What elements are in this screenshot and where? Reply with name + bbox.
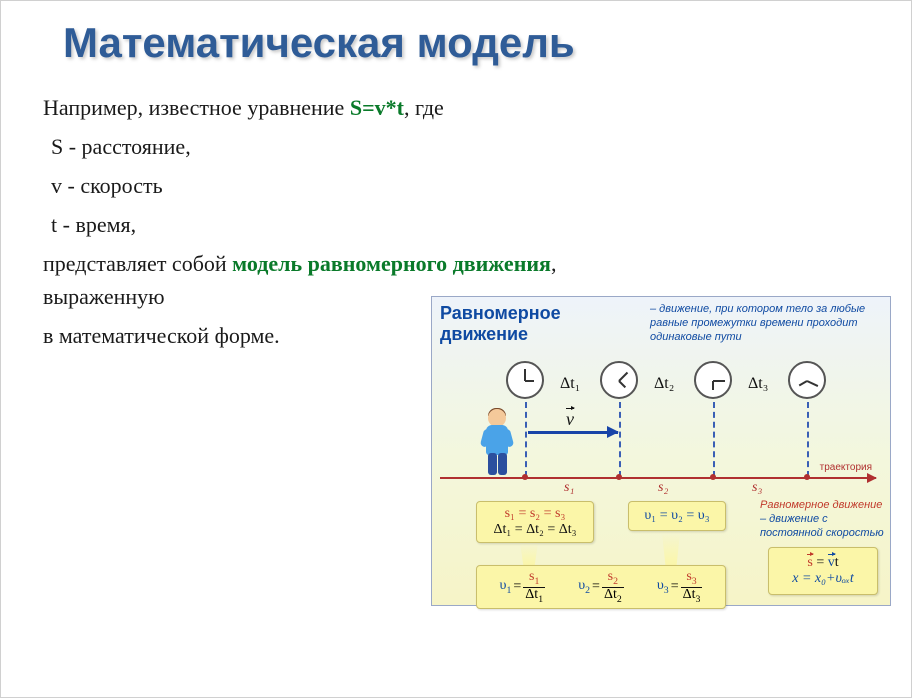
velocity-arrow-icon — [528, 431, 618, 434]
eq-s: s₁ = s₂ = s₃ — [505, 506, 566, 521]
eq-v: υ₁ = υ₂ = υ₃ — [629, 501, 725, 531]
para-lead: представляет собой — [43, 251, 232, 276]
s-label: s₃ — [752, 480, 762, 496]
figure-note: Равномерное движение – движение с постоя… — [760, 499, 890, 540]
para-model: модель равномерного движения — [232, 251, 551, 276]
s-label: s₁ — [564, 480, 574, 496]
intro-trail: , где — [404, 95, 444, 120]
note-rest: – движение с постоянной скоростью — [760, 513, 884, 539]
clock-icon — [506, 361, 544, 399]
intro-equation: S=v*t — [350, 95, 404, 120]
eq-t: t — [835, 555, 839, 570]
s-label: s₂ — [658, 480, 668, 496]
person-icon — [474, 409, 520, 477]
figure-header: Равномерное движение – движение, при кот… — [440, 303, 882, 345]
def-t: t - время, — [43, 208, 561, 241]
connector-icon — [520, 543, 538, 567]
axis-dot — [616, 474, 622, 480]
dt-label: Δt₂ — [654, 375, 674, 393]
eq-x: x = x₀+υₒₓt — [769, 571, 877, 587]
clock-icon — [694, 361, 732, 399]
clock-icon — [600, 361, 638, 399]
figure-uniform-motion: Равномерное движение – движение, при кот… — [431, 296, 891, 606]
axis-dot — [522, 474, 528, 480]
page-title: Математическая модель — [1, 1, 911, 67]
dash-line — [525, 402, 527, 477]
axis-dot — [710, 474, 716, 480]
dash-line — [713, 402, 715, 477]
box-v-equal: υ₁ = υ₂ = υ₃ — [628, 501, 726, 531]
figure-scene: Δt₁ Δt₂ Δt₃ v s₁ s₂ s₃ траектория — [440, 347, 882, 499]
trajectory-axis — [440, 477, 876, 479]
dt-label: Δt₁ — [560, 375, 580, 393]
box-fractions: υ1 = s1Δt1 υ2 = s2Δt2 υ3 = s3Δt3 — [476, 565, 726, 609]
intro-lead: Например, известное уравнение — [43, 95, 350, 120]
dash-line — [807, 402, 809, 477]
connector-icon — [662, 533, 680, 567]
trajectory-label: траектория — [820, 462, 872, 473]
note-lead: Равномерное движение — [760, 499, 882, 511]
box-main-eq: s = vt x = x₀+υₒₓt — [768, 547, 878, 595]
intro-line: Например, известное уравнение S=v*t, где — [43, 91, 561, 124]
def-s: S - расстояние, — [43, 130, 561, 163]
def-v: v - скорость — [43, 169, 561, 202]
box-s-equal: s₁ = s₂ = s₃ Δt₁ = Δt₂ = Δt₃ — [476, 501, 594, 543]
vec-s: s — [807, 555, 812, 571]
figure-title: Равномерное движение — [440, 303, 650, 345]
dash-line — [619, 402, 621, 477]
figure-desc: – движение, при котором тело за любые ра… — [650, 303, 882, 345]
clock-icon — [788, 361, 826, 399]
velocity-label: v — [566, 409, 574, 430]
dt-label: Δt₃ — [748, 375, 768, 393]
vec-v: v — [828, 555, 835, 571]
eq-dt: Δt₁ = Δt₂ = Δt₃ — [493, 522, 576, 537]
axis-dot — [804, 474, 810, 480]
figure-formulas: s₁ = s₂ = s₃ Δt₁ = Δt₂ = Δt₃ υ₁ = υ₂ = υ… — [440, 499, 882, 627]
